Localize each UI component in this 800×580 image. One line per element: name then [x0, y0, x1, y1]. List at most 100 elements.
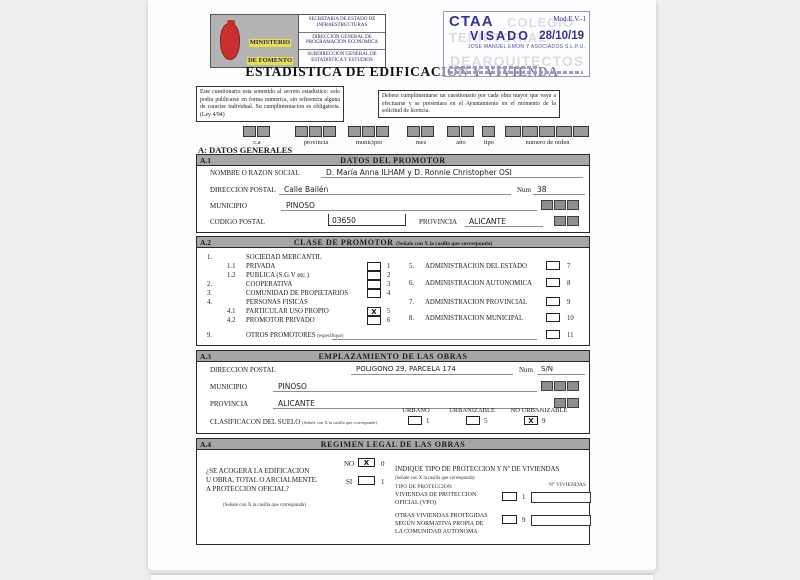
a2-checkbox-6[interactable] — [367, 316, 381, 325]
a3-provincia-value[interactable]: ALICANTE — [278, 399, 315, 408]
a2-code: 4 — [387, 290, 391, 297]
a2-item-label: ADMINISTRACION AUTONOMICA — [425, 280, 532, 287]
a4-opcion2-line2: SEGÚN NORMATIVA PROPIA DE — [395, 521, 484, 527]
a2-otros-note: (especifique) — [317, 334, 344, 339]
code-label-municipio: municipio — [355, 139, 383, 146]
a4-no-code: 0 — [381, 460, 385, 468]
nombre-value[interactable]: D. María Anna ILHAM y D. Ronnie Christop… — [326, 168, 512, 177]
a2-checkbox-2[interactable] — [367, 271, 381, 280]
a4-no-label: NO — [344, 460, 355, 468]
a3-checkbox-urbano[interactable] — [408, 416, 422, 425]
a3-direccion-value[interactable]: POLIGONO 29, PARCELA 174 — [356, 365, 456, 373]
code-cell — [567, 216, 579, 226]
stamp-watermark-dearquitectos: DEARQUITECTOS — [450, 53, 585, 69]
code-boxes-ano — [447, 126, 475, 137]
instructions-note: Debera cumplimentarse un cuestionario po… — [378, 90, 560, 118]
a4-checkbox-otras[interactable] — [502, 515, 517, 524]
code-label-numero-orden: numero de orden — [525, 139, 570, 146]
a1-num-value[interactable]: 38 — [537, 185, 547, 194]
a3-code: 1 — [426, 417, 430, 425]
code-cell — [295, 126, 308, 137]
a3-id: A.3 — [200, 352, 212, 361]
a4-checkbox-no-checked[interactable]: X — [358, 458, 375, 467]
a3-checkbox-urbanizable[interactable] — [466, 416, 480, 425]
code-cell — [567, 398, 579, 408]
a4-opcion2-code: 9 — [522, 516, 526, 524]
code-boxes-ca — [243, 126, 271, 137]
a4-viviendas-input-1[interactable] — [531, 492, 591, 503]
code-boxes-mes — [407, 126, 435, 137]
code-cell — [573, 126, 589, 137]
ministry-name-line2: DE FOMENTO — [246, 57, 294, 65]
a4-opcion1-line1: VIVIENDAS DE PROTECCION — [395, 492, 477, 498]
a4-header: A.4 REGIMEN LEGAL DE LAS OBRAS — [197, 439, 589, 450]
a4-right-title: INDIQUE TIPO DE PROTECCION Y Nº DE VIVIE… — [395, 466, 560, 473]
a3-num-label: Num — [519, 366, 533, 374]
a2-checkbox-7[interactable] — [546, 261, 560, 270]
a1-municipio-code-cells — [540, 200, 579, 210]
a1-num-label: Num — [517, 186, 531, 194]
field-underline — [332, 332, 537, 340]
a2-item-num: 1.2 — [227, 272, 236, 279]
a2-code: 11 — [567, 332, 574, 339]
secrecy-note: Este cuestionario esta sometido al secre… — [196, 86, 344, 122]
a2-checkbox-10[interactable] — [546, 313, 560, 322]
a2-item-num: 7. — [409, 299, 415, 306]
a2-code: 2 — [387, 272, 391, 279]
code-cell — [243, 126, 256, 137]
org-cell-secretaria: SECRETARIA DE ESTADO DE INFRAESTRUCTURAS — [299, 15, 385, 33]
a1-cp-value[interactable]: 03650 — [332, 216, 356, 225]
code-cell — [376, 126, 389, 137]
a1-provincia-code-cells — [553, 216, 579, 226]
a3-checkbox-no-urbanizable-checked[interactable]: X — [524, 416, 538, 425]
a2-code: 9 — [567, 299, 571, 306]
a4-viviendas-input-2[interactable] — [531, 515, 591, 526]
a2-checkbox-1[interactable] — [367, 262, 381, 271]
a2-checkbox-8[interactable] — [546, 278, 560, 287]
code-label-ca: c.a — [253, 139, 261, 146]
code-cell — [556, 126, 572, 137]
a1-provincia-value[interactable]: ALICANTE — [469, 217, 506, 226]
code-cell — [407, 126, 420, 137]
a3-header: A.3 EMPLAZAMIENTO DE LAS OBRAS — [197, 351, 589, 362]
stamp-visado-date: 28/10/19 — [539, 30, 584, 42]
section-a-heading: A: DATOS GENERALES — [198, 145, 293, 155]
a3-code: 5 — [484, 417, 488, 425]
a2-code: 7 — [567, 263, 571, 270]
a2-item-num: 1.1 — [227, 263, 236, 270]
a2-item-num: 5. — [409, 263, 415, 270]
a2-item-label: COOPERATIVA — [246, 281, 293, 288]
stamp-footer-marks — [449, 71, 583, 74]
a1-municipio-value[interactable]: PINOSO — [286, 201, 315, 210]
org-cell-subdireccion: SUBDIRECCION GENERAL DE ESTADISTICA Y ES… — [307, 52, 377, 63]
code-label-mes: mes — [415, 139, 427, 146]
a4-tipo-header: TIPO DE PROTECCION — [395, 484, 452, 490]
a3-direccion-label: DIRECCION POSTAL — [210, 366, 276, 374]
a2-checkbox-4[interactable] — [367, 289, 381, 298]
a4-checkbox-si[interactable] — [358, 476, 375, 485]
a1-direccion-value[interactable]: Calle Bailén — [284, 185, 329, 194]
a2-checkbox-5-checked[interactable]: X — [367, 307, 381, 316]
code-cell — [541, 200, 553, 210]
a2-id: A.2 — [200, 238, 212, 247]
a2-code: 1 — [387, 263, 391, 270]
a4-opcion2-line1: OTRAS VIVIENDAS PROTEGIDAS — [395, 513, 488, 519]
a3-provincia-code-cells — [553, 398, 579, 408]
code-cell — [522, 126, 538, 137]
code-cell — [539, 126, 555, 137]
a2-checkbox-11[interactable] — [546, 330, 560, 339]
a4-question-line3: A PROTECCION OFICIAL? — [206, 485, 289, 493]
a2-checkbox-9[interactable] — [546, 297, 560, 306]
a4-checkbox-vpo[interactable] — [502, 492, 517, 501]
a2-checkbox-3[interactable] — [367, 280, 381, 289]
a3-num-value[interactable]: S/N — [541, 365, 554, 373]
code-cell — [567, 381, 579, 391]
field-underline — [321, 169, 583, 178]
ctaa-visado-stamp: COLEGIO TERRITORIAL DEARQUITECTOS CTAA M… — [443, 11, 590, 77]
a2-item-label: PROMOTOR PRIVADO — [246, 317, 315, 324]
a3-suelo-label: CLASIFICACON DEL SUELO (Señale con X la … — [210, 418, 377, 426]
stamp-acronym: CTAA — [449, 13, 494, 30]
code-cell — [323, 126, 336, 137]
a3-municipio-value[interactable]: PINOSO — [278, 382, 307, 391]
